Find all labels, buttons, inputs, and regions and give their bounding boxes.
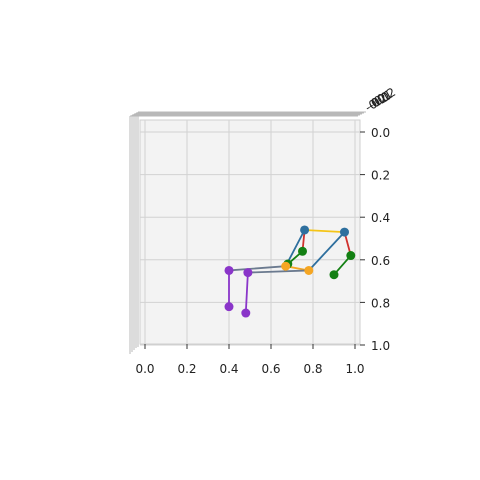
joint-elbow_r: [346, 251, 356, 261]
skeleton-joints: [224, 225, 356, 318]
pane-edges-left: [129, 112, 139, 354]
y-tick-label: 0.4: [371, 211, 390, 225]
bone-hip_r-knee_r: [246, 269, 310, 274]
x-tick-label: 0.4: [219, 362, 238, 376]
joint-ankle_r: [241, 308, 251, 318]
joint-ankle_l: [224, 302, 234, 312]
joint-hip_r: [304, 265, 314, 275]
y-tick-label: 0.8: [371, 296, 390, 310]
bone-shoulder_l-shoulder_r: [303, 229, 346, 234]
joint-knee_r: [243, 268, 253, 278]
x-tick-label: 0.8: [303, 362, 322, 376]
x-tick-label: 0.6: [261, 362, 280, 376]
joint-hip_l: [281, 261, 291, 271]
pane-edges-top: [130, 111, 366, 117]
bone-hip_l-knee_l: [228, 265, 287, 272]
plot-pane: [139, 119, 361, 345]
x-tick-label: 0.2: [177, 362, 196, 376]
grid-lines: [140, 120, 360, 346]
bone-knee_r-ankle_r: [244, 271, 249, 314]
joint-shoulder_r: [340, 227, 349, 237]
joint-wrist_r: [329, 270, 339, 280]
y-tick-label: 1.0: [371, 339, 390, 353]
z-axis-ticks: -0.2-0.10.00.10.2: [363, 85, 399, 115]
bone-shoulder_r-hip_r: [307, 231, 346, 272]
y-tick-label: 0.0: [371, 126, 390, 140]
joint-knee_l: [224, 265, 234, 275]
y-tick-label: 0.2: [371, 169, 390, 183]
y-axis-ticks: 0.0 0.2 0.4 0.6 0.8 1.0: [360, 126, 390, 353]
x-tick-label: 1.0: [345, 362, 364, 376]
y-tick-label: 0.6: [371, 254, 390, 268]
joint-elbow_l: [298, 246, 307, 256]
x-axis-ticks: 0.0 0.2 0.4 0.6 0.8 1.0: [135, 344, 365, 376]
joint-shoulder_l: [300, 225, 310, 235]
x-tick-label: 0.0: [135, 362, 154, 376]
